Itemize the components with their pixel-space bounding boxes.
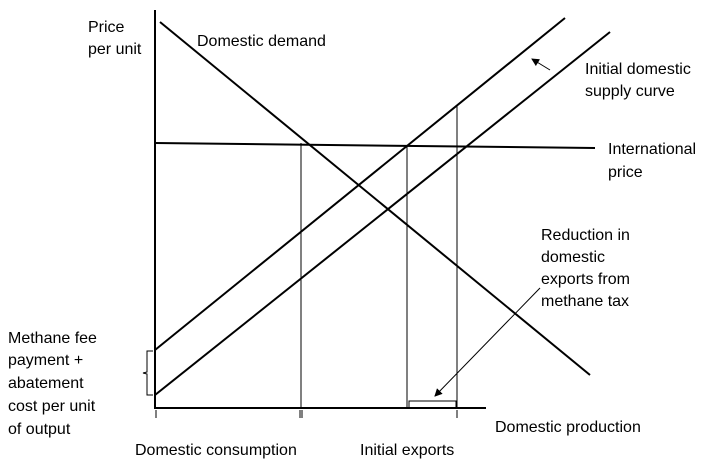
reduction-label: domestic: [541, 249, 605, 266]
x-axis-label: Domestic production: [495, 419, 641, 436]
reduction-label: exports from: [541, 271, 630, 288]
fee-label: cost per unit: [8, 398, 96, 415]
reduction-pointer: [434, 287, 541, 397]
international-price-line: [154, 142, 596, 149]
reduction-brace: [408, 400, 457, 407]
fee-label: of output: [8, 421, 71, 438]
consumption-label: Domestic consumption: [135, 442, 297, 459]
y-axis-label: per unit: [88, 41, 142, 58]
reduction-label: Reduction in: [541, 227, 630, 244]
supply-label: supply curve: [585, 83, 675, 100]
supply-label: Initial domestic: [585, 61, 691, 78]
y-axis-label: Price: [88, 19, 125, 36]
fee-label: Methane fee: [8, 330, 97, 347]
demand-label: Domestic demand: [197, 33, 326, 50]
fee-brace: [142, 350, 153, 396]
international-price-label: International: [608, 141, 696, 158]
demand-curve: [159, 21, 591, 376]
range-brackets: [155, 410, 458, 418]
reduction-label: methane tax: [541, 293, 629, 310]
initial-supply-curve: [154, 31, 611, 396]
fee-label: payment +: [8, 352, 83, 369]
shift-arrow: [531, 58, 551, 71]
fee-label: abatement: [8, 375, 84, 392]
international-price-label: price: [608, 164, 643, 181]
exports-label: Initial exports: [360, 442, 454, 459]
supply-curve-with-tax: [154, 17, 566, 351]
